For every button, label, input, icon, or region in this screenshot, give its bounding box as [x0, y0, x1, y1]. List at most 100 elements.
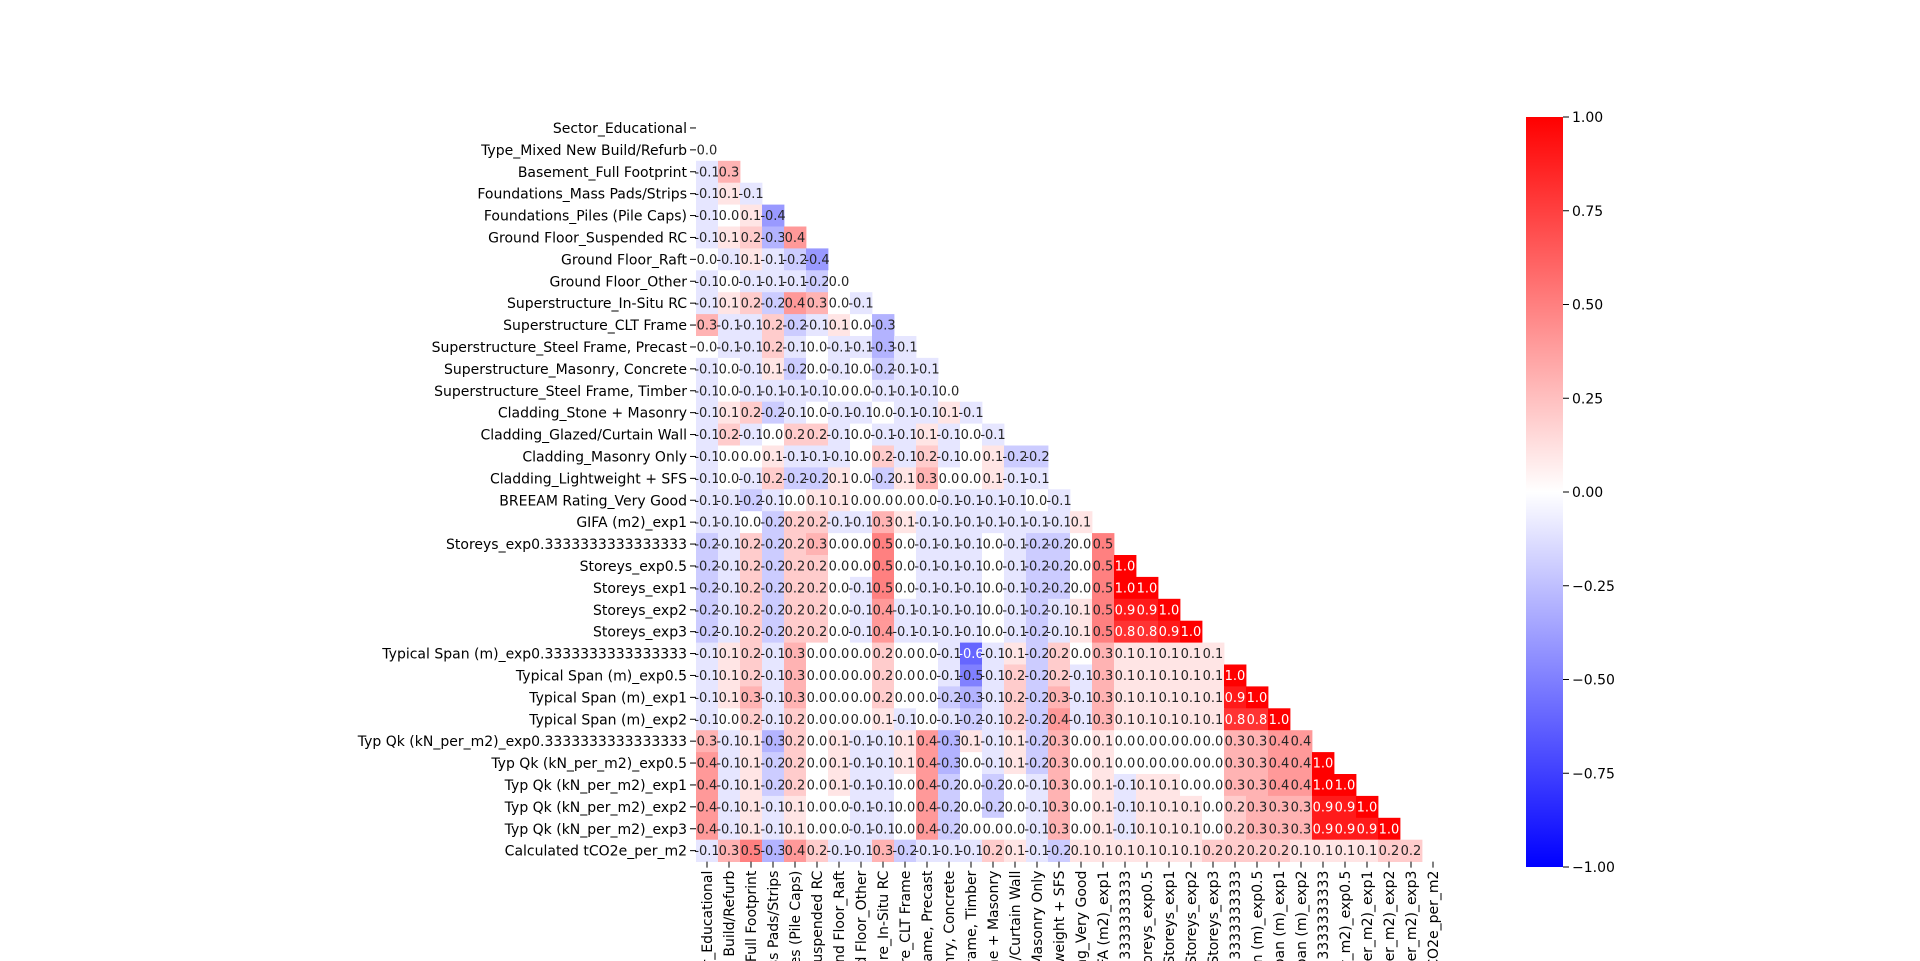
heatmap-cell: [938, 795, 961, 819]
cell-value-label: -0.1: [870, 822, 895, 837]
heatmap-cell: [806, 664, 829, 687]
heatmap-cell: [1092, 620, 1115, 643]
heatmap-cell: [850, 795, 873, 819]
cell-value-label: 0.0: [829, 647, 850, 662]
heatmap-cell: [872, 708, 895, 731]
heatmap-cell: [982, 467, 1005, 490]
cell-value-label: -0.1: [980, 669, 1005, 684]
heatmap-cell: [828, 686, 851, 709]
cell-value-label: -0.1: [914, 581, 939, 596]
x-tick-label: per_m2)_exp3: [1404, 871, 1420, 961]
heatmap-cell: [696, 336, 719, 359]
heatmap-cell: [1070, 598, 1093, 622]
heatmap-cell: [850, 379, 873, 403]
heatmap-cell: [1202, 752, 1225, 775]
cell-value-label: 0.1: [1159, 778, 1180, 793]
cell-value-label: 0.5: [1093, 538, 1114, 553]
heatmap-cell: [1048, 511, 1071, 534]
heatmap-cell: [1312, 839, 1335, 862]
cell-value-label: -0.1: [760, 275, 785, 290]
cell-value-label: 0.0: [829, 559, 850, 574]
heatmap-cell: [806, 817, 829, 841]
y-tick-label: Superstructure_Steel Frame, Timber: [434, 384, 687, 400]
x-tick-label: rame, Precast: [920, 870, 936, 961]
colorbar-tick-label: 0.25: [1572, 391, 1603, 407]
heatmap-cell: [696, 620, 719, 643]
cell-value-label: 0.3: [1225, 778, 1246, 793]
heatmap-cell: [1202, 839, 1225, 862]
cell-value-label: 0.2: [785, 778, 806, 793]
cell-value-label: 0.2: [741, 231, 762, 246]
cell-value-label: 0.0: [1159, 757, 1180, 772]
heatmap-cell: [1224, 664, 1247, 687]
heatmap-cell: [828, 379, 851, 403]
heatmap-cell: [1004, 642, 1027, 665]
cell-value-label: 0.3: [1247, 757, 1268, 772]
cell-value-label: 0.2: [873, 647, 894, 662]
heatmap-cell: [850, 401, 873, 424]
cell-value-label: 0.1: [1137, 647, 1158, 662]
heatmap-cell: [740, 576, 763, 600]
cell-value-label: 0.3: [1093, 713, 1114, 728]
heatmap-cell: [740, 467, 763, 490]
cell-value-label: -0.1: [848, 625, 873, 640]
heatmap-cell: [718, 817, 741, 841]
heatmap-cell: [740, 379, 763, 403]
heatmap-cell: [960, 730, 983, 753]
heatmap-cell: [960, 774, 983, 797]
cell-value-label: 0.1: [1093, 735, 1114, 750]
colorbar-tick-label: −0.25: [1572, 579, 1615, 595]
cell-value-label: -0.1: [958, 559, 983, 574]
cell-value-label: 0.1: [1159, 844, 1180, 859]
cell-value-label: 0.0: [983, 581, 1004, 596]
cell-value-label: 0.2: [1225, 844, 1246, 859]
cell-value-label: -0.2: [782, 319, 807, 334]
cell-value-label: 0.4: [1291, 757, 1312, 772]
heatmap-cell: [872, 795, 895, 819]
cell-value-label: -0.1: [1024, 778, 1049, 793]
heatmap-cell: [762, 292, 785, 315]
cell-value-label: 0.1: [1181, 800, 1202, 815]
heatmap-cell: [1048, 708, 1071, 731]
heatmap-cell: [916, 686, 939, 709]
heatmap-cell: [696, 445, 719, 468]
cell-value-label: -0.1: [760, 647, 785, 662]
heatmap-cell: [894, 555, 917, 578]
heatmap-cell: [1224, 774, 1247, 797]
cell-value-label: 0.0: [807, 822, 828, 837]
heatmap-cell: [1224, 795, 1247, 819]
heatmap-cell: [850, 730, 873, 753]
cell-value-label: -0.1: [738, 275, 763, 290]
heatmap-cell: [982, 642, 1005, 665]
heatmap-cell: [960, 401, 983, 424]
heatmap-cell: [828, 314, 851, 337]
cell-value-label: 0.0: [961, 428, 982, 443]
x-tick-label: d Floor_Other: [854, 870, 870, 961]
heatmap-cell: [718, 620, 741, 643]
cell-value-label: 0.1: [1203, 713, 1224, 728]
heatmap-cell: [784, 620, 807, 643]
x-tick-label: pan (m)_exp1: [1272, 871, 1288, 961]
cell-value-label: 0.4: [917, 735, 938, 750]
heatmap-cell: [762, 774, 785, 797]
cell-value-label: 0.0: [983, 559, 1004, 574]
heatmap-cell: [762, 839, 785, 862]
heatmap-cell: [1114, 708, 1137, 731]
cell-value-label: 0.2: [741, 538, 762, 553]
cell-value-label: 0.0: [829, 713, 850, 728]
heatmap-cell: [916, 511, 939, 534]
y-tick-label: Typ Qk (kN_per_m2)_exp0.5: [490, 756, 687, 772]
cell-value-label: -0.1: [848, 757, 873, 772]
heatmap-cell: [784, 730, 807, 753]
heatmap-cell: [1048, 795, 1071, 819]
cell-value-label: -0.5: [958, 669, 983, 684]
heatmap-cell: [784, 336, 807, 359]
heatmap-cell: [718, 401, 741, 424]
cell-value-label: -0.2: [694, 559, 719, 574]
cell-value-label: 0.0: [697, 253, 718, 268]
heatmap-cell: [1356, 795, 1379, 819]
heatmap-cell: [1268, 708, 1291, 731]
heatmap-cell: [1136, 839, 1159, 862]
cell-value-label: -0.1: [936, 713, 961, 728]
cell-value-label: -0.1: [958, 625, 983, 640]
